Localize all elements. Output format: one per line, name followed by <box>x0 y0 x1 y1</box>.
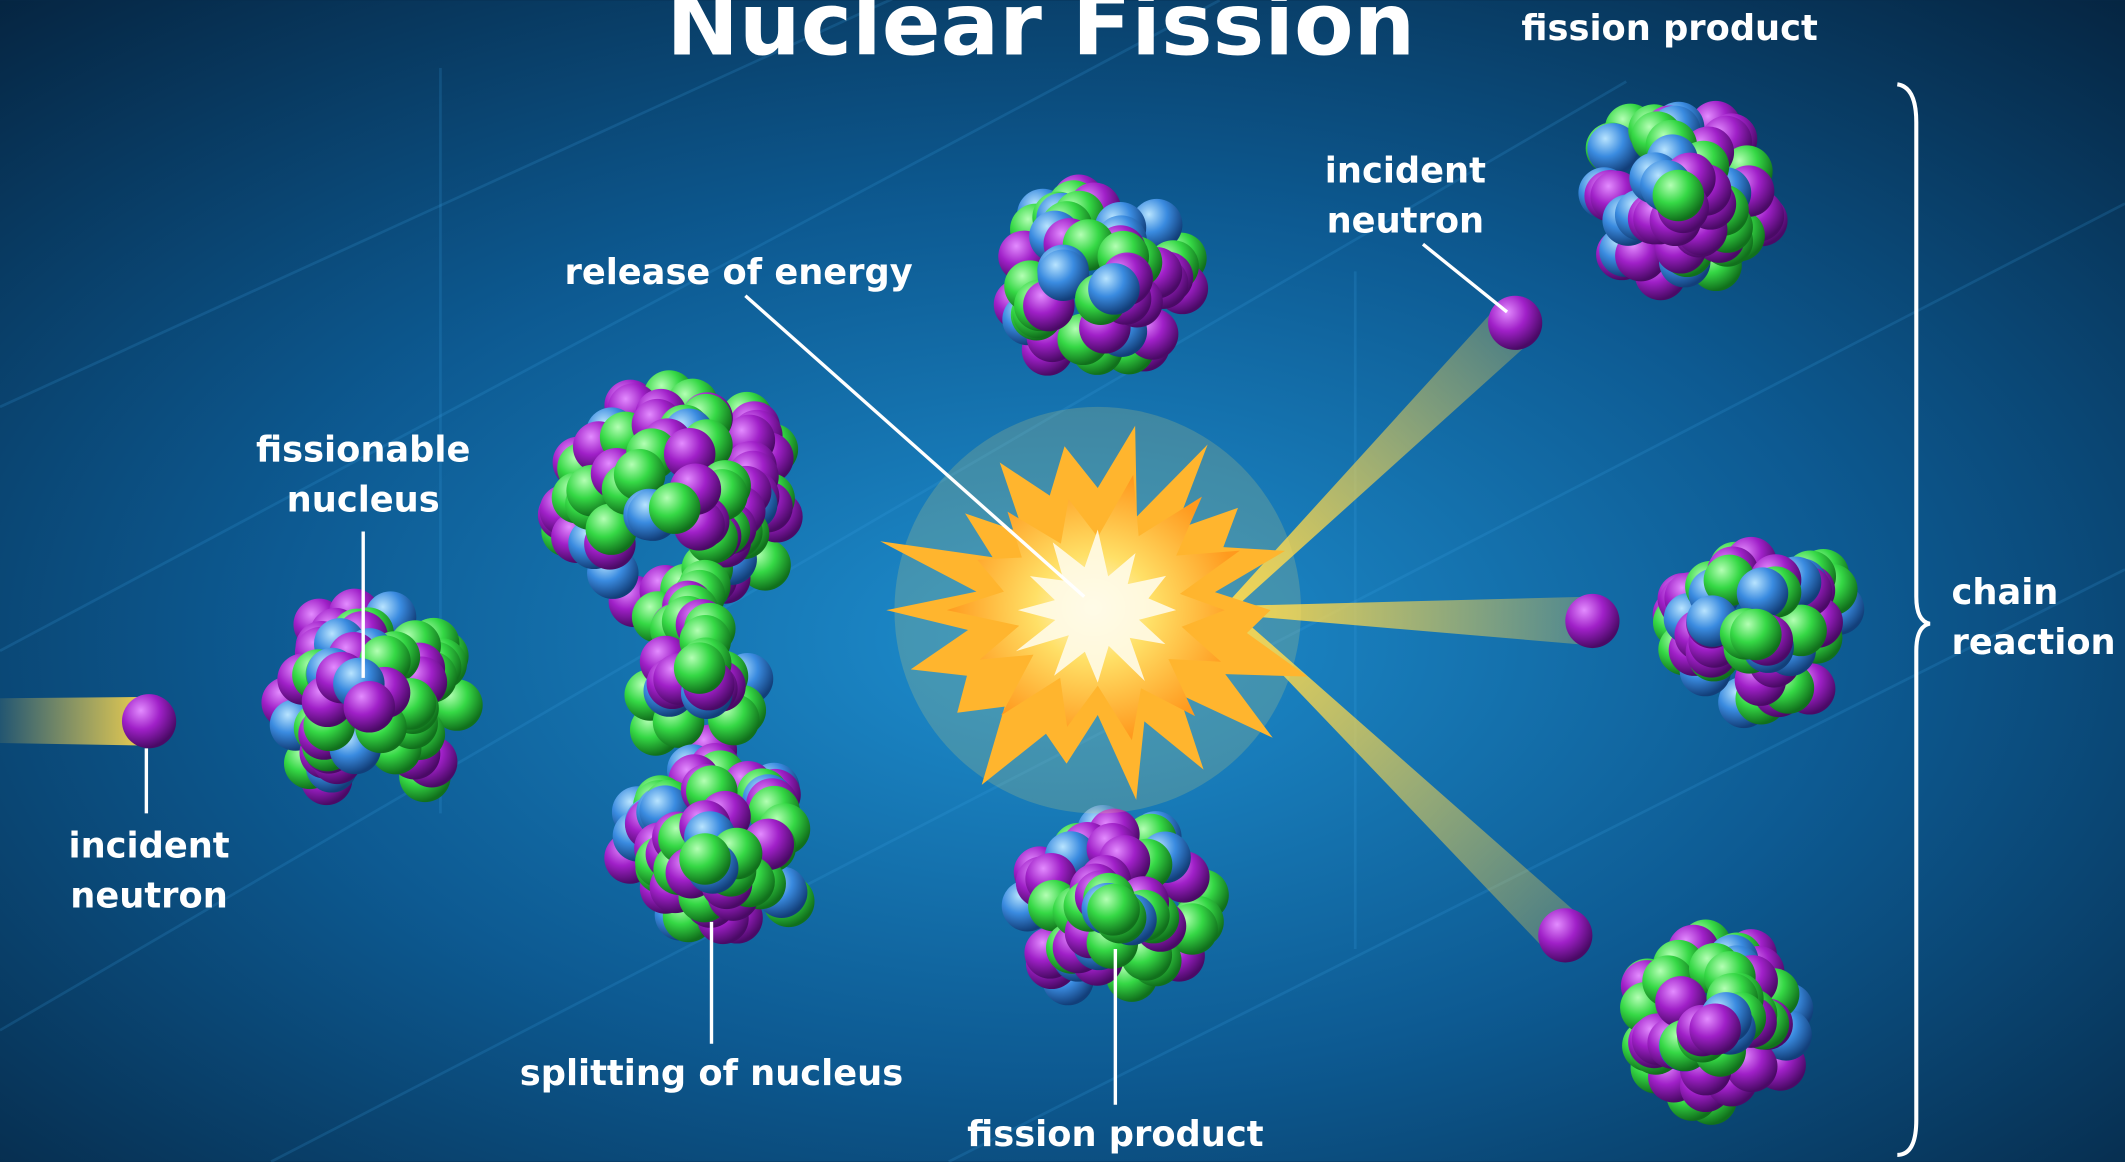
label: reaction <box>1952 622 2116 663</box>
label: nucleus <box>287 480 440 521</box>
nucleon <box>649 482 700 533</box>
label: fission product <box>1521 8 1818 49</box>
neutron <box>1565 594 1619 648</box>
nucleon <box>679 833 730 884</box>
label: chain <box>1952 572 2059 613</box>
label: incident <box>69 825 230 866</box>
nucleon <box>1088 884 1139 935</box>
label: incident <box>1325 150 1486 191</box>
label: splitting of nucleus <box>520 1053 903 1094</box>
nucleon <box>1689 1004 1740 1055</box>
nucleon <box>1730 609 1781 660</box>
nucleon <box>1653 170 1704 221</box>
label: fissionable <box>256 430 470 471</box>
neutron <box>122 694 176 748</box>
label: fission product <box>967 1114 1264 1155</box>
label: neutron <box>1327 201 1485 242</box>
title: Nuclear Fission <box>666 0 1415 75</box>
nucleon <box>1088 263 1139 314</box>
nucleon <box>344 681 395 732</box>
nucleon <box>674 642 725 693</box>
label: neutron <box>70 875 228 916</box>
neutron <box>1538 908 1592 962</box>
label: release of energy <box>564 252 912 293</box>
diagram: Nuclear Fission fission product incident n… <box>0 0 2125 1162</box>
